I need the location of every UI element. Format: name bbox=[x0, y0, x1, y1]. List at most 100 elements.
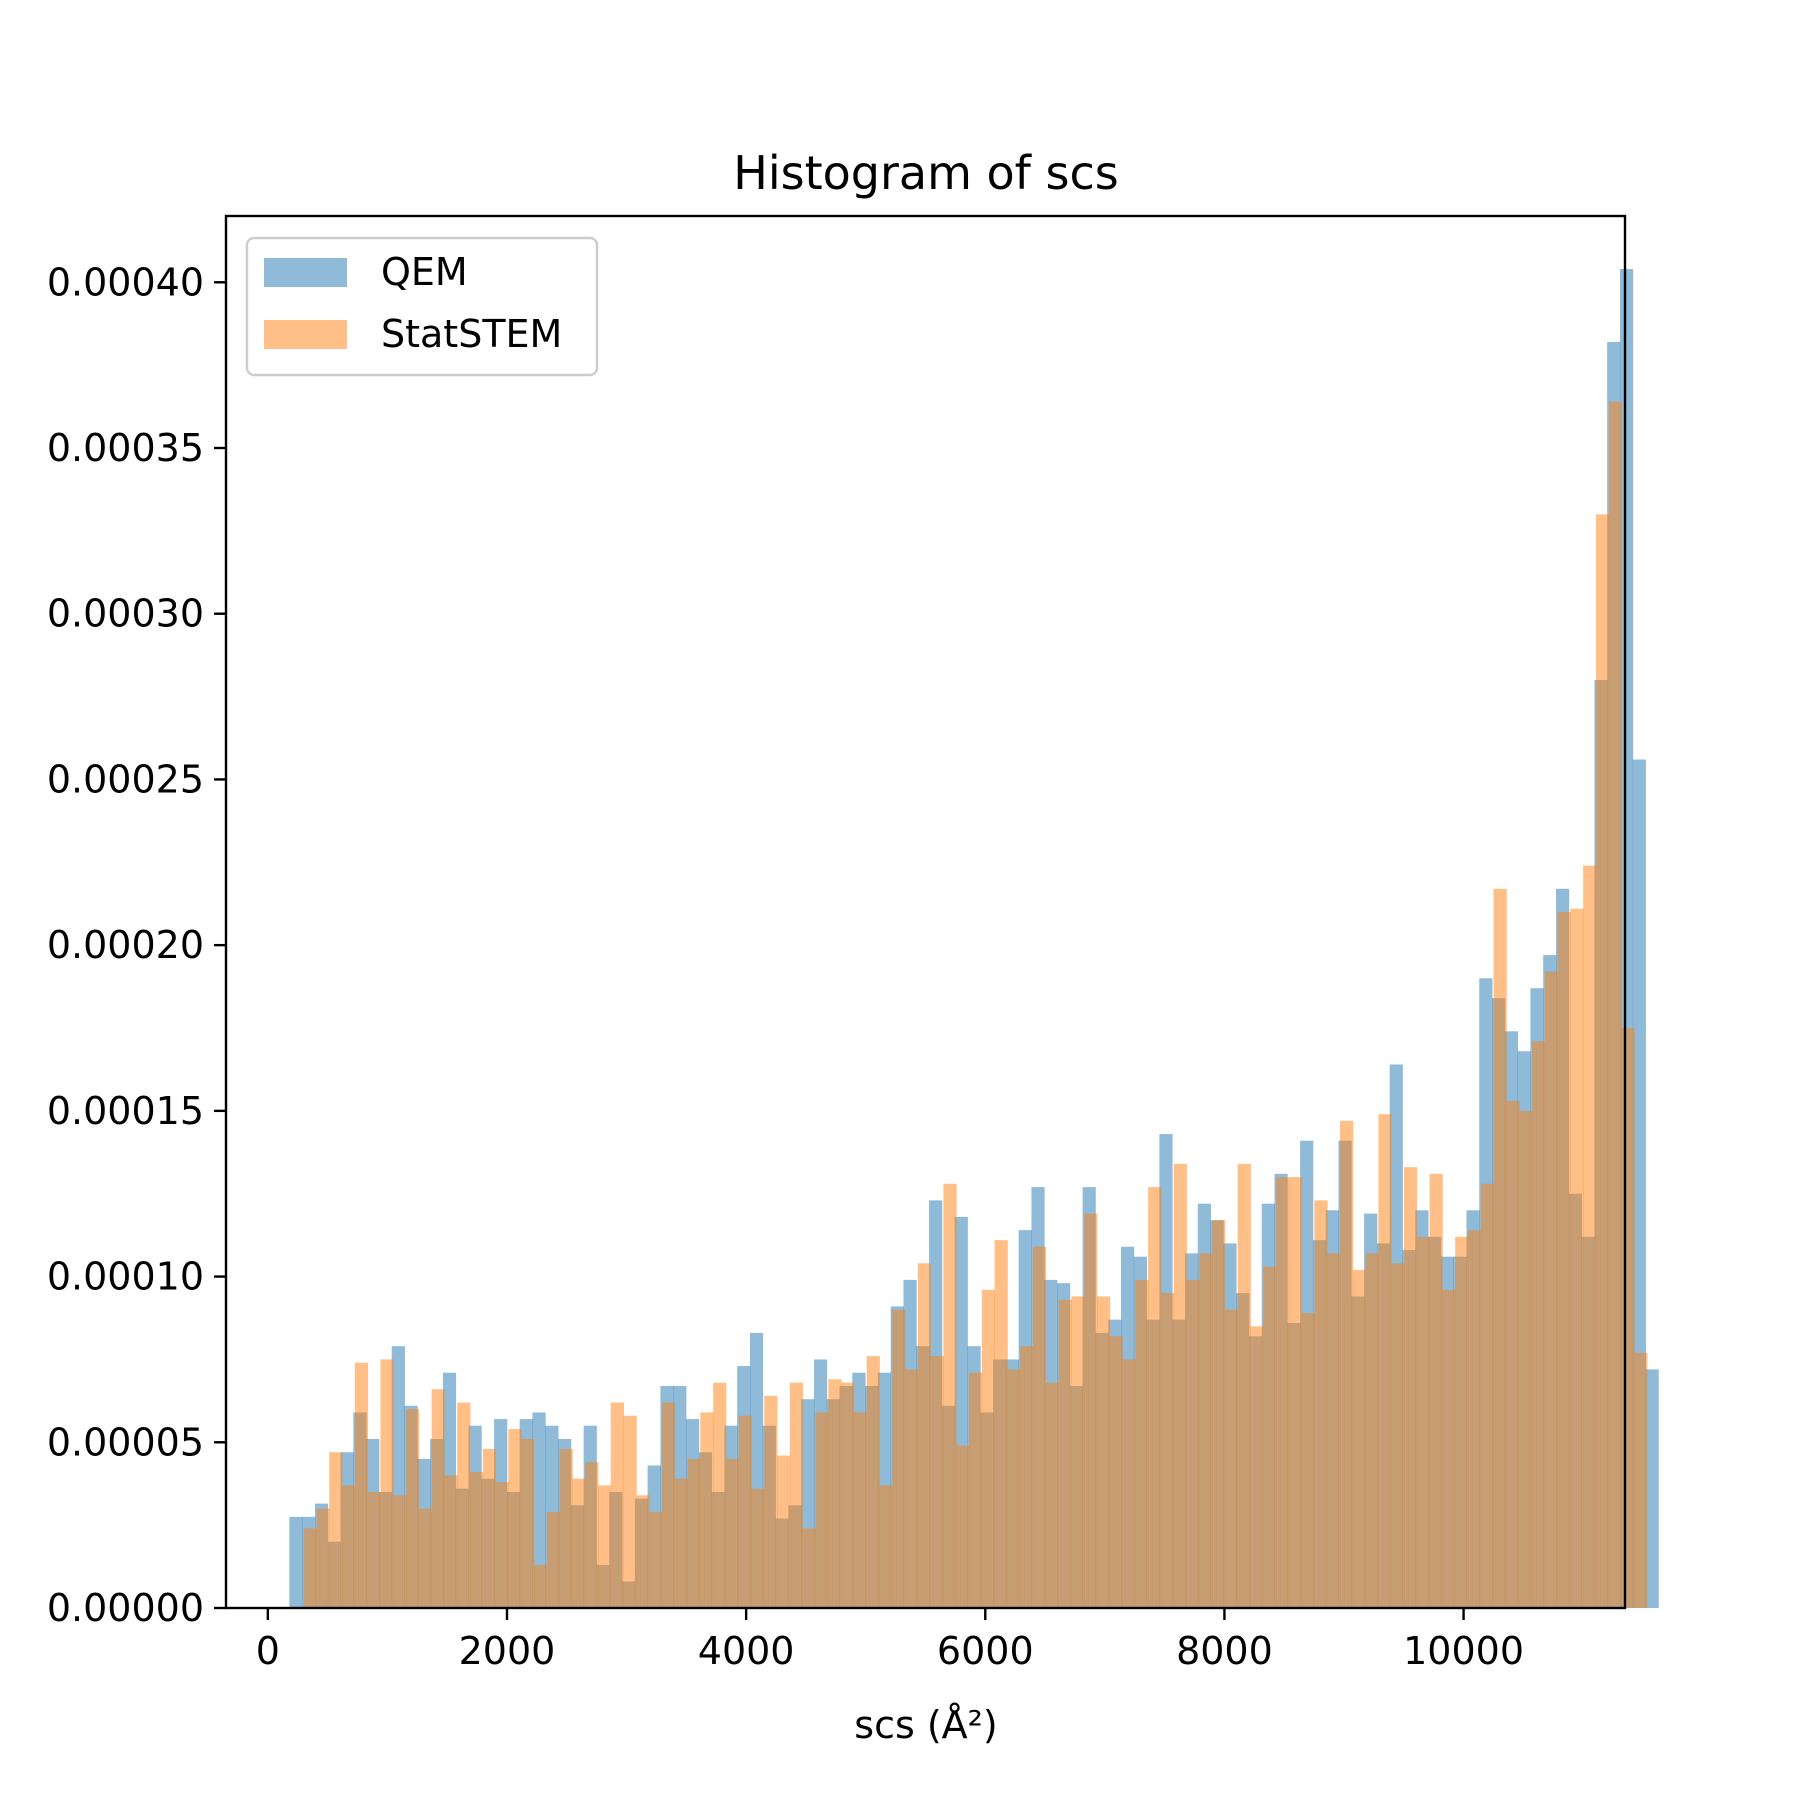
bar-statstem-44 bbox=[866, 1356, 880, 1608]
bar-statstem-74 bbox=[1250, 1326, 1264, 1608]
bar-statstem-46 bbox=[892, 1309, 906, 1608]
bar-statstem-57 bbox=[1033, 1246, 1047, 1608]
x-tick-label: 6000 bbox=[937, 1629, 1034, 1673]
bar-statstem-25 bbox=[623, 1415, 637, 1608]
x-axis-title: scs (Å²) bbox=[854, 1703, 997, 1747]
bar-statstem-27 bbox=[649, 1511, 663, 1608]
bar-statstem-71 bbox=[1212, 1220, 1226, 1608]
bar-statstem-92 bbox=[1480, 1183, 1494, 1608]
bar-statstem-53 bbox=[981, 1289, 996, 1608]
bar-statstem-5 bbox=[367, 1492, 381, 1608]
bar-statstem-83 bbox=[1365, 1253, 1379, 1608]
bar-statstem-31 bbox=[700, 1412, 714, 1608]
bar-statstem-103 bbox=[1621, 1028, 1635, 1608]
bar-statstem-36 bbox=[764, 1395, 778, 1608]
bar-statstem-98 bbox=[1557, 912, 1571, 1608]
y-tick-label: 0.00035 bbox=[47, 426, 204, 470]
bar-qem-19 bbox=[532, 1412, 546, 1608]
bar-statstem-40 bbox=[815, 1412, 829, 1608]
bar-statstem-26 bbox=[636, 1495, 650, 1608]
legend-swatch-qem bbox=[264, 258, 347, 287]
bar-statstem-15 bbox=[495, 1482, 509, 1608]
histogram-bars bbox=[289, 269, 1659, 1609]
bar-statstem-6 bbox=[380, 1359, 394, 1608]
bar-statstem-59 bbox=[1058, 1299, 1072, 1608]
bar-statstem-16 bbox=[508, 1429, 522, 1608]
bar-statstem-19 bbox=[546, 1511, 560, 1608]
y-tick-label: 0.00005 bbox=[47, 1420, 204, 1464]
bar-statstem-29 bbox=[674, 1478, 688, 1608]
bar-statstem-24 bbox=[610, 1402, 624, 1608]
y-tick-label: 0.00030 bbox=[47, 592, 204, 636]
bar-statstem-79 bbox=[1314, 1200, 1328, 1608]
bar-statstem-89 bbox=[1442, 1289, 1456, 1608]
bar-statstem-85 bbox=[1391, 1263, 1405, 1608]
x-tick-label: 10000 bbox=[1403, 1629, 1524, 1673]
bar-statstem-63 bbox=[1109, 1336, 1123, 1608]
bar-statstem-45 bbox=[879, 1485, 893, 1608]
bar-statstem-61 bbox=[1084, 1213, 1098, 1608]
bar-statstem-84 bbox=[1378, 1114, 1392, 1608]
y-tick-label: 0.00020 bbox=[47, 923, 204, 967]
legend-swatch-statstem bbox=[264, 320, 347, 349]
bar-statstem-86 bbox=[1404, 1167, 1418, 1608]
bar-statstem-33 bbox=[725, 1458, 740, 1608]
bar-statstem-12 bbox=[457, 1402, 471, 1608]
bar-statstem-13 bbox=[470, 1472, 484, 1608]
bar-statstem-52 bbox=[969, 1372, 983, 1608]
bar-statstem-47 bbox=[905, 1369, 919, 1608]
x-axis: 0 2000 4000 6000 8000 10000 bbox=[256, 1608, 1524, 1673]
bar-statstem-37 bbox=[777, 1455, 791, 1608]
y-tick-label: 0.00025 bbox=[47, 757, 204, 801]
series-statstem-bars bbox=[303, 401, 1648, 1609]
bar-statstem-20 bbox=[559, 1448, 573, 1608]
bar-statstem-3 bbox=[342, 1485, 356, 1608]
x-tick-label: 8000 bbox=[1176, 1629, 1273, 1673]
bar-statstem-17 bbox=[521, 1438, 535, 1608]
bar-statstem-80 bbox=[1327, 1253, 1341, 1608]
bar-statstem-22 bbox=[585, 1462, 599, 1608]
bar-statstem-56 bbox=[1020, 1346, 1034, 1608]
bar-statstem-48 bbox=[917, 1263, 932, 1608]
bar-statstem-8 bbox=[406, 1409, 420, 1608]
x-tick-label: 0 bbox=[256, 1629, 280, 1673]
y-tick-label: 0.00000 bbox=[47, 1586, 204, 1630]
bar-statstem-21 bbox=[572, 1478, 586, 1608]
bar-statstem-66 bbox=[1148, 1187, 1162, 1608]
legend: QEM StatSTEM bbox=[245, 236, 599, 377]
bar-statstem-1 bbox=[316, 1508, 330, 1608]
bar-statstem-43 bbox=[853, 1412, 868, 1608]
bar-statstem-38 bbox=[789, 1382, 804, 1608]
bar-statstem-91 bbox=[1468, 1230, 1482, 1608]
bar-statstem-82 bbox=[1352, 1269, 1367, 1608]
plot-frame bbox=[224, 214, 1627, 1610]
bar-statstem-102 bbox=[1608, 401, 1622, 1609]
bar-statstem-10 bbox=[431, 1389, 445, 1608]
bar-statstem-73 bbox=[1237, 1163, 1251, 1608]
bar-statstem-101 bbox=[1595, 514, 1610, 1608]
chart-title: Histogram of scs bbox=[733, 146, 1118, 200]
bar-statstem-42 bbox=[841, 1382, 855, 1608]
bar-statstem-77 bbox=[1288, 1177, 1303, 1608]
bar-statstem-99 bbox=[1570, 908, 1584, 1608]
bar-statstem-49 bbox=[930, 1356, 944, 1608]
bar-statstem-93 bbox=[1493, 888, 1507, 1608]
bar-statstem-18 bbox=[534, 1564, 548, 1608]
bar-statstem-90 bbox=[1455, 1236, 1469, 1608]
x-tick-label: 4000 bbox=[698, 1629, 795, 1673]
bar-statstem-62 bbox=[1096, 1296, 1111, 1608]
bar-statstem-95 bbox=[1519, 1110, 1533, 1608]
bar-statstem-32 bbox=[713, 1382, 727, 1608]
bar-statstem-34 bbox=[738, 1415, 752, 1608]
bar-statstem-35 bbox=[751, 1488, 765, 1608]
bar-statstem-11 bbox=[444, 1475, 458, 1608]
bar-statstem-76 bbox=[1276, 1177, 1290, 1608]
bar-statstem-78 bbox=[1301, 1313, 1315, 1608]
bar-statstem-4 bbox=[354, 1362, 369, 1608]
bar-statstem-14 bbox=[482, 1448, 497, 1608]
bar-statstem-7 bbox=[393, 1495, 407, 1608]
bar-statstem-0 bbox=[303, 1528, 317, 1608]
bar-statstem-65 bbox=[1135, 1279, 1149, 1608]
bar-statstem-81 bbox=[1340, 1120, 1354, 1608]
